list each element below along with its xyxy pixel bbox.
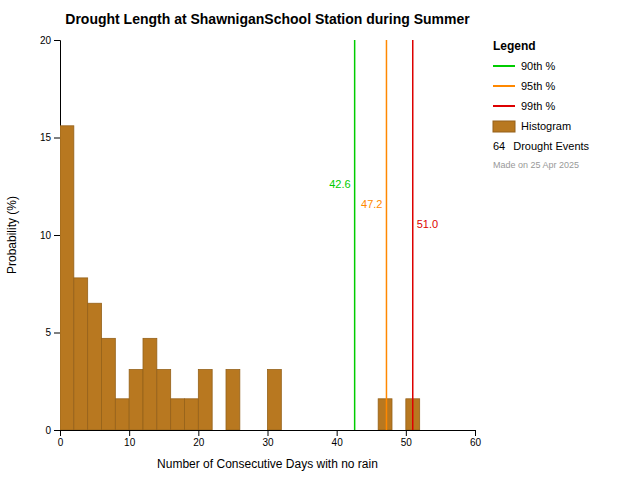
histogram-bar	[323, 430, 337, 431]
x-tick-mark	[406, 430, 407, 436]
histogram-bar	[102, 338, 116, 430]
x-axis: 0 10 20 30 40 50 60	[58, 430, 482, 448]
y-axis-line	[54, 41, 61, 431]
x-tick-mark	[475, 430, 476, 436]
legend-swatch	[493, 105, 515, 107]
legend-swatch	[493, 65, 515, 67]
y-tick-label: 5	[45, 327, 51, 338]
histogram-bar	[212, 430, 226, 431]
y-tick-mark	[54, 333, 60, 334]
histogram-bar	[171, 399, 185, 430]
histogram-bar	[226, 370, 240, 430]
percentile-line	[412, 40, 414, 430]
events-label: Drought Events	[513, 140, 589, 152]
histogram-bar	[268, 370, 282, 430]
histogram-bar	[337, 430, 351, 431]
title: Drought Length at ShawniganSchool Statio…	[65, 11, 470, 27]
legend-title: Legend	[493, 39, 536, 53]
histogram-bar	[254, 430, 268, 431]
histogram-bar	[157, 370, 171, 430]
chart: 0 10 20 30 40 50 60 0 5 10 15 20 42.6 47.2 51.0 Drought…	[0, 0, 640, 480]
x-tick-label: 0	[58, 437, 64, 448]
data-labels: 42.6 47.2 51.0	[329, 178, 438, 230]
histogram-bar	[420, 430, 434, 431]
events-note: 64 Drought Events	[493, 140, 590, 152]
x-tick: 50	[401, 430, 413, 448]
x-tick-label: 50	[401, 437, 413, 448]
legend-label: Histogram	[521, 120, 571, 132]
x-tick-mark	[268, 430, 269, 436]
y-tick: 10	[40, 230, 60, 241]
legend-swatch	[493, 85, 515, 87]
histogram-bar	[295, 430, 309, 431]
y-tick-mark	[54, 430, 60, 431]
y-tick-label: 15	[40, 132, 52, 143]
plot: 0 10 20 30 40 50 60 0 5 10 15 20 42.6 47.2 51.0	[40, 35, 482, 448]
histogram-bar	[378, 399, 392, 430]
histogram-bar	[447, 430, 461, 431]
histogram-bar	[240, 430, 254, 431]
histogram-bar	[461, 430, 475, 431]
percentile-line	[386, 40, 388, 430]
x-axis-line	[61, 431, 476, 437]
histogram-bar	[281, 430, 295, 431]
percentile-label: 42.6	[329, 178, 350, 190]
percentile-label: 47.2	[361, 198, 382, 210]
x-tick-mark	[198, 430, 199, 436]
x-tick-mark	[337, 430, 338, 436]
y-axis-title: Probability (%)	[5, 196, 19, 274]
y-tick: 15	[40, 132, 60, 143]
x-tick: 60	[470, 430, 482, 448]
legend-swatch	[493, 121, 515, 132]
x-tick: 30	[262, 430, 274, 448]
percentile-line	[354, 40, 356, 430]
y-tick: 5	[45, 327, 60, 338]
x-tick: 20	[193, 430, 205, 448]
legend-label: 95th %	[521, 80, 555, 92]
x-tick: 0	[58, 430, 64, 448]
events-count: 64	[493, 140, 505, 152]
y-tick-label: 20	[40, 35, 52, 46]
legend-label: 90th %	[521, 60, 555, 72]
x-tick-label: 60	[470, 437, 482, 448]
histogram-bar	[392, 430, 406, 431]
y-tick-mark	[54, 40, 60, 41]
histogram-bar	[434, 430, 448, 431]
histogram-bar	[185, 399, 199, 430]
y-tick: 0	[45, 425, 60, 436]
y-axis: 0 5 10 15 20	[40, 35, 61, 436]
histogram-bar	[74, 278, 88, 430]
histogram-bar	[60, 126, 74, 430]
y-tick: 20	[40, 35, 60, 46]
x-tick-label: 10	[124, 437, 136, 448]
x-tick: 40	[332, 430, 344, 448]
y-tick-label: 10	[40, 230, 52, 241]
x-axis-title: Number of Consecutive Days with no rain	[157, 457, 378, 471]
histogram-bar	[88, 303, 102, 430]
histogram-bar	[129, 370, 143, 430]
x-tick-label: 20	[193, 437, 205, 448]
histogram-bar	[351, 430, 365, 431]
legend-label: 99th %	[521, 100, 555, 112]
watermark: Made on 25 Apr 2025	[493, 160, 579, 170]
histogram-bar	[364, 430, 378, 431]
legend: Legend 90th % 95th % 99th % Histogram 64 Droug…	[493, 39, 590, 170]
percentile-label: 51.0	[417, 218, 438, 230]
histogram-bar	[143, 338, 157, 430]
x-tick-mark	[129, 430, 130, 436]
y-tick-mark	[54, 235, 60, 236]
x-tick-label: 30	[262, 437, 274, 448]
x-tick-label: 40	[332, 437, 344, 448]
histogram-bar	[115, 399, 129, 430]
x-tick: 10	[124, 430, 136, 448]
y-tick-label: 0	[45, 425, 51, 436]
histogram-bar	[309, 430, 323, 431]
y-tick-mark	[54, 138, 60, 139]
histogram-bar	[198, 370, 212, 430]
marks	[60, 40, 420, 430]
